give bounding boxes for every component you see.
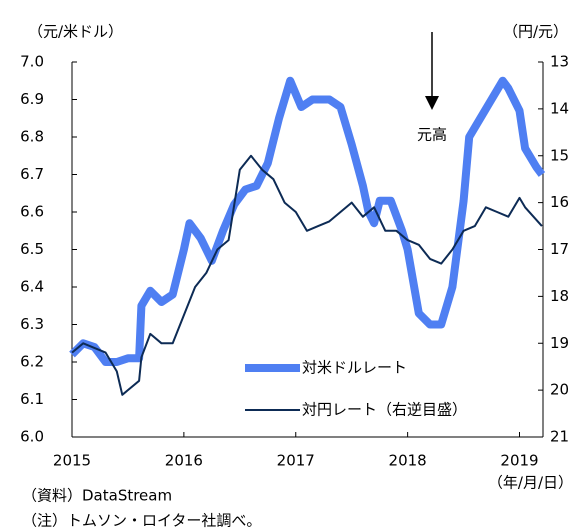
- legend-label: 対円レート（右逆目盛）: [302, 401, 467, 419]
- x-tick-label: 2017: [277, 452, 315, 470]
- y2-tick-label: 21: [550, 428, 569, 446]
- note: （注）トムソン・ロイター社調べ。: [22, 512, 261, 530]
- x-tick-label: 2016: [165, 452, 203, 470]
- source: （資料）DataStream: [22, 487, 172, 505]
- y-tick-label: 6.9: [20, 90, 44, 108]
- x-tick-label: 2019: [500, 452, 538, 470]
- legend-label: 対米ドルレート: [302, 359, 407, 377]
- y-tick-label: 6.6: [20, 203, 44, 221]
- y-tick-label: 6.7: [20, 165, 44, 183]
- x-axis-label: （年/月/日）: [488, 474, 573, 492]
- y2-tick-label: 20: [550, 381, 569, 399]
- y2-tick-label: 16: [550, 193, 569, 211]
- series-line: [69, 76, 546, 366]
- y-tick-label: 6.4: [20, 278, 44, 296]
- annotation: 元高: [417, 126, 447, 144]
- y2-tick-label: 14: [550, 99, 569, 117]
- y2-axis-label: （円/元）: [503, 23, 568, 41]
- series-line: [71, 154, 543, 396]
- y-tick-label: 6.0: [20, 428, 44, 446]
- x-tick-label: 2015: [53, 452, 91, 470]
- y-tick-label: 7.0: [20, 53, 44, 71]
- x-tick-label: 2018: [389, 452, 427, 470]
- y-tick-label: 6.8: [20, 128, 44, 146]
- y-axis-label: （元/米ドル）: [28, 23, 123, 41]
- y2-tick-label: 19: [550, 334, 569, 352]
- y-tick-label: 6.5: [20, 240, 44, 258]
- arrow-head: [425, 96, 439, 110]
- y-tick-label: 6.3: [20, 315, 44, 333]
- y-tick-label: 6.2: [20, 353, 44, 371]
- y-tick-label: 6.1: [20, 390, 44, 408]
- y2-tick-label: 15: [550, 146, 569, 164]
- y2-tick-label: 13: [550, 53, 569, 71]
- y2-tick-label: 18: [550, 287, 569, 305]
- y2-tick-label: 17: [550, 240, 569, 258]
